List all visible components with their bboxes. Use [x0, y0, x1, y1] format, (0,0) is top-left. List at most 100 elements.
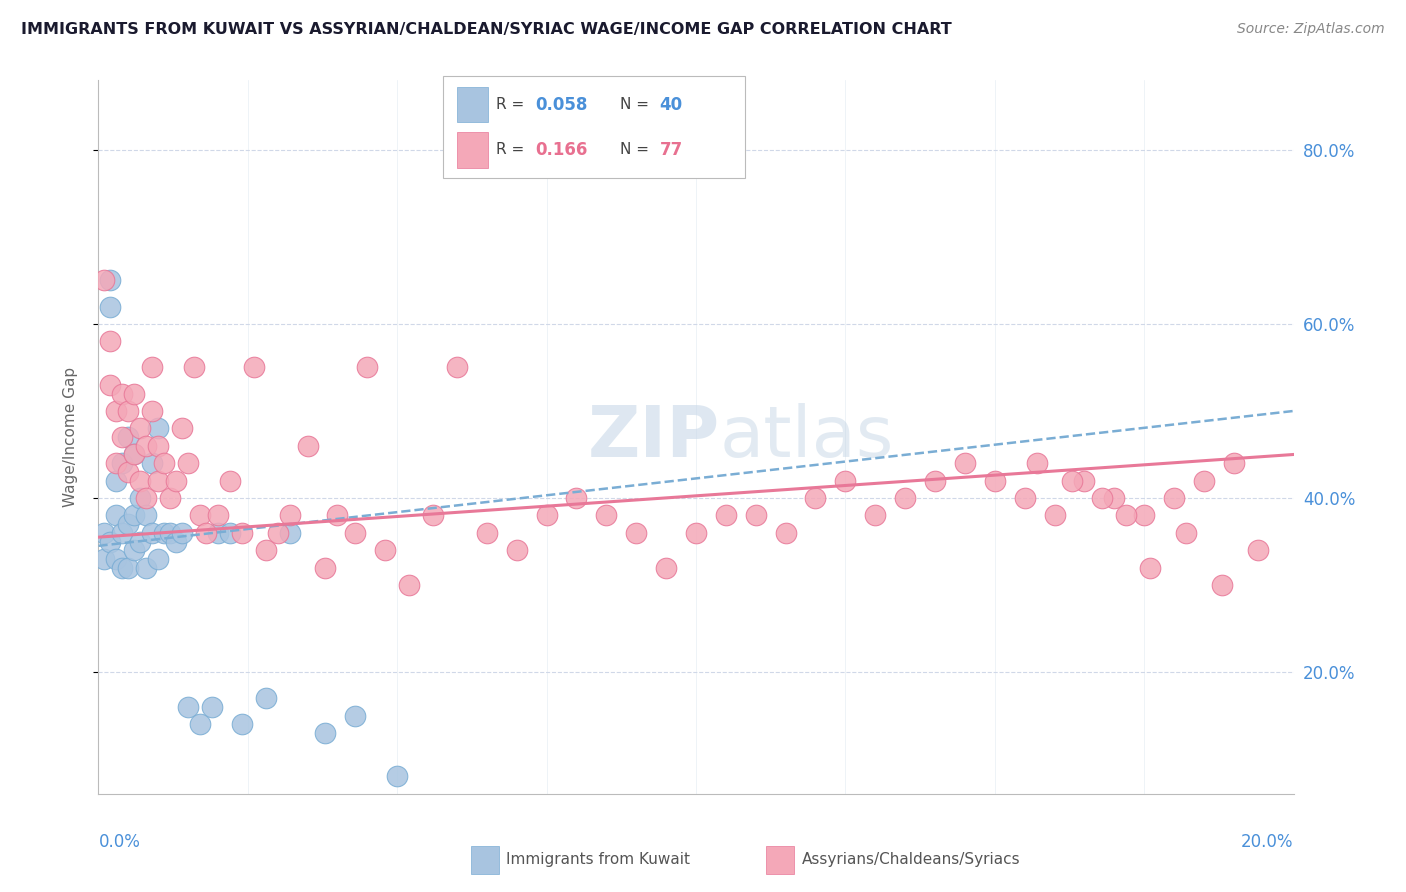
Point [254, 543, 277, 558]
Point [98, 334, 122, 349]
Point [98, 377, 122, 392]
Point [98, 273, 122, 287]
Point [117, 560, 139, 574]
Point [315, 560, 337, 574]
Point [536, 508, 558, 523]
Point [159, 491, 181, 505]
Point [177, 456, 200, 470]
Point [385, 769, 409, 783]
Point [865, 508, 887, 523]
Point [93, 552, 115, 566]
Text: 77: 77 [659, 141, 683, 159]
Point [165, 534, 187, 549]
Text: N =: N = [620, 97, 654, 112]
Point [111, 560, 134, 574]
Point [129, 491, 152, 505]
Point [98, 300, 122, 314]
Point [105, 552, 128, 566]
Point [1043, 508, 1066, 523]
Point [315, 726, 337, 740]
Point [195, 525, 218, 540]
Point [1014, 491, 1036, 505]
Point [1073, 474, 1095, 488]
Text: R =: R = [496, 97, 530, 112]
Text: Assyrians/Chaldeans/Syriacs: Assyrians/Chaldeans/Syriacs [801, 853, 1019, 867]
Point [1115, 508, 1137, 523]
Point [278, 525, 301, 540]
Point [124, 386, 146, 401]
Text: atlas: atlas [720, 402, 894, 472]
Point [243, 360, 266, 375]
Point [98, 534, 122, 549]
Point [1139, 560, 1161, 574]
Point [1223, 456, 1246, 470]
Point [135, 508, 157, 523]
Text: 20.0%: 20.0% [1241, 833, 1294, 851]
Point [129, 421, 152, 435]
Point [153, 456, 176, 470]
Y-axis label: Wage/Income Gap: Wage/Income Gap [63, 367, 77, 508]
Point [172, 525, 194, 540]
Point [422, 508, 444, 523]
Point [326, 508, 349, 523]
Point [105, 404, 128, 418]
Point [165, 474, 187, 488]
Point [344, 525, 367, 540]
Point [231, 717, 253, 731]
Point [1025, 456, 1047, 470]
Point [267, 525, 290, 540]
Point [117, 404, 139, 418]
Point [117, 517, 139, 532]
Point [1133, 508, 1156, 523]
Point [374, 543, 396, 558]
Point [148, 439, 170, 453]
Point [111, 430, 134, 444]
Text: R =: R = [496, 142, 530, 157]
Point [745, 508, 768, 523]
Point [188, 508, 211, 523]
Point [398, 578, 420, 592]
Point [344, 708, 367, 723]
Text: IMMIGRANTS FROM KUWAIT VS ASSYRIAN/CHALDEAN/SYRIAC WAGE/INCOME GAP CORRELATION C: IMMIGRANTS FROM KUWAIT VS ASSYRIAN/CHALD… [21, 22, 952, 37]
Point [278, 508, 301, 523]
Point [153, 525, 176, 540]
Point [135, 491, 157, 505]
Text: 0.166: 0.166 [536, 141, 588, 159]
Point [685, 525, 707, 540]
Point [124, 448, 146, 462]
Point [356, 360, 378, 375]
Point [93, 525, 115, 540]
Point [1247, 543, 1270, 558]
Point [714, 508, 737, 523]
Point [93, 273, 115, 287]
Point [804, 491, 827, 505]
Point [111, 525, 134, 540]
Point [148, 421, 170, 435]
Text: 0.0%: 0.0% [98, 833, 141, 851]
Point [506, 543, 529, 558]
Point [1175, 525, 1198, 540]
Point [111, 456, 134, 470]
Point [124, 543, 146, 558]
Point [129, 534, 152, 549]
Point [475, 525, 498, 540]
Point [219, 474, 242, 488]
Point [188, 717, 211, 731]
Point [1192, 474, 1215, 488]
Text: N =: N = [620, 142, 654, 157]
Point [172, 421, 194, 435]
Point [105, 508, 128, 523]
Point [148, 474, 170, 488]
Point [141, 456, 163, 470]
Point [1211, 578, 1233, 592]
Point [924, 474, 946, 488]
Text: 0.058: 0.058 [536, 95, 588, 113]
Point [254, 691, 277, 706]
Point [595, 508, 617, 523]
Point [183, 360, 205, 375]
Point [117, 430, 139, 444]
Point [201, 699, 224, 714]
Point [1104, 491, 1126, 505]
Point [111, 386, 134, 401]
Point [626, 525, 648, 540]
